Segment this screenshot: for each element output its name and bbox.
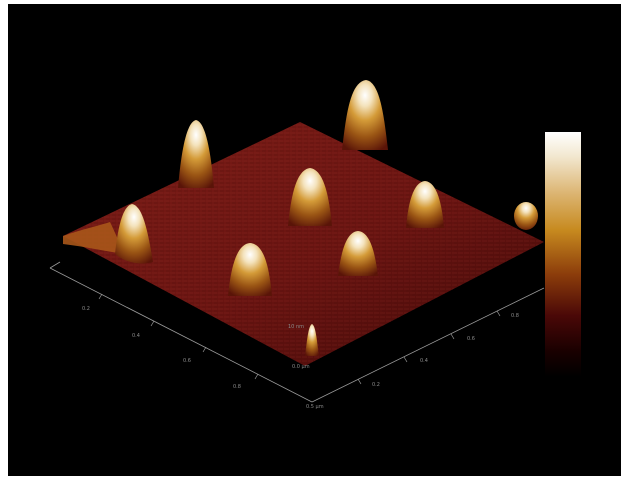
tick-labels: 0.2 0.4 0.6 0.8 0.0 µm 0.2 0.4 0.6 0.8 1… [82,306,519,410]
surface-peak [406,181,444,228]
edge-bump [514,202,538,230]
height-colorbar [545,132,581,377]
x-tick-label: 0.6 [183,358,191,364]
afm-surface-plot: 0.2 0.4 0.6 0.8 0.0 µm 0.2 0.4 0.6 0.8 1… [49,80,545,410]
y-tick-label: 0.8 [511,313,519,319]
left-cluster-ridge [63,222,126,254]
z-tick-label: 10 nm [288,324,304,330]
surface-peak [338,231,378,276]
surface-peak [178,120,214,188]
y-tick-label: 0.2 [372,382,380,388]
x-tick-label: 0.4 [132,333,140,339]
surface-peak [288,168,332,226]
x-axis-line [49,267,313,403]
image-frame: 0.2 0.4 0.6 0.8 0.0 µm 0.2 0.4 0.6 0.8 1… [8,4,621,476]
y-axis-line [311,287,545,403]
axis-lines [49,261,545,403]
x-tick-label: 0.2 [82,306,90,312]
axis-ticks [98,293,501,385]
x-axis-end [49,261,61,269]
surface-peak [115,204,153,264]
surface-peak [342,80,388,150]
y-tick-label: 0.4 [420,358,428,364]
surface-peak [228,243,272,296]
x-tick-label: 0.8 [233,384,241,390]
surface-peak [305,324,319,356]
z-tick-label: 0.5 µm [306,404,324,410]
x-tick-label: 0.0 µm [292,364,310,370]
peaks [115,80,444,356]
y-tick-label: 0.6 [467,336,475,342]
